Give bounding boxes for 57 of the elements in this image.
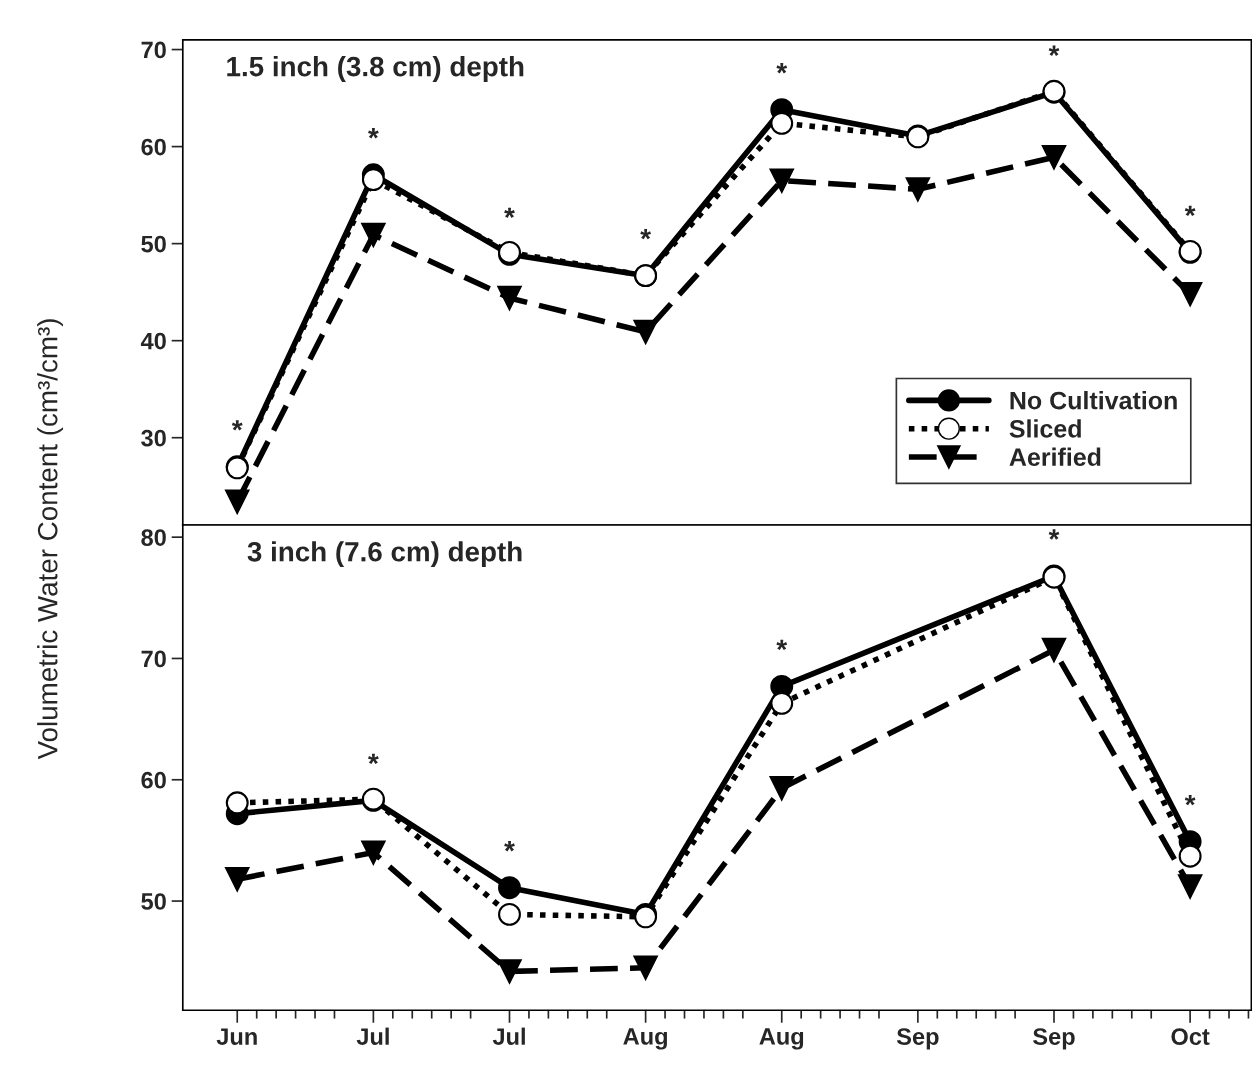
y-tick-label: 30 [141, 429, 166, 447]
data-label: * [368, 753, 379, 765]
legend-label: Aerified [1009, 447, 1101, 466]
point [905, 177, 931, 202]
legend-label: Sliced [1009, 419, 1081, 438]
point [225, 867, 250, 892]
data-label: * [1184, 794, 1196, 806]
point [770, 691, 794, 715]
point [1041, 637, 1067, 663]
x-tick-label: Sep [1033, 1028, 1075, 1050]
y-tick-label: 40 [140, 332, 166, 350]
data-label: * [1048, 529, 1060, 540]
point [497, 959, 522, 984]
point [498, 876, 521, 900]
point [1041, 145, 1067, 170]
data-label: * [504, 841, 515, 852]
data-label: * [1048, 45, 1060, 56]
y-tick-label: 80 [141, 529, 166, 546]
y-tick-label: 70 [141, 650, 166, 668]
y-tick-label: 70 [141, 41, 166, 59]
x-tick-label: Sep [896, 1028, 939, 1050]
point [633, 319, 658, 345]
text: 3 inch (7.6 cm) depth [247, 541, 522, 568]
legend-label: No Cultivation [1010, 391, 1177, 410]
point [361, 840, 386, 865]
point [1177, 281, 1203, 307]
point [633, 955, 658, 980]
y-tick-label: 50 [141, 893, 166, 910]
y-tick-label: 60 [141, 138, 166, 156]
point [225, 489, 250, 514]
data-label: * [776, 639, 788, 651]
y-tick-label: 60 [141, 771, 166, 789]
text: 1.5 inch (3.8 cm) depth [227, 56, 524, 82]
point [498, 902, 521, 926]
y-tick-label: 50 [141, 235, 166, 253]
point [769, 168, 794, 193]
x-tick-label: Aug [759, 1028, 804, 1050]
data-label: * [640, 229, 651, 240]
point [497, 285, 522, 311]
point [361, 168, 385, 192]
data-label: * [231, 420, 243, 431]
data-label: * [368, 128, 379, 139]
y-axis-title: Volumetric Water Content (cm³/cm³) [37, 319, 64, 760]
point [225, 791, 249, 815]
x-tick-label: Jul [492, 1027, 525, 1045]
data-label: * [504, 207, 515, 218]
point [361, 222, 386, 248]
x-tick-label: Jul [356, 1027, 389, 1045]
point [770, 111, 794, 135]
data-label: * [1184, 205, 1196, 217]
x-tick-label: Oct [1171, 1028, 1210, 1045]
point [769, 776, 794, 801]
x-tick-label: Jun [216, 1028, 257, 1045]
data-label: * [776, 63, 788, 74]
point [1177, 874, 1203, 899]
point [1178, 844, 1202, 868]
x-tick-label: Aug [623, 1028, 667, 1050]
